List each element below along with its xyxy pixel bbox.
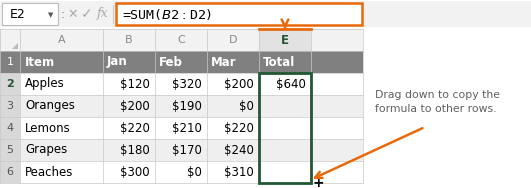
Bar [0,73,20,95]
Text: =SUM($B2:$D2): =SUM($B2:$D2) [122,7,212,21]
Bar [0,139,363,161]
Text: $180: $180 [120,143,150,156]
Bar [0,73,363,95]
Text: Item: Item [25,55,55,68]
Bar [0,139,20,161]
Bar [259,73,311,183]
Text: formula to other rows.: formula to other rows. [375,104,496,114]
Text: $220: $220 [120,121,150,134]
Bar [0,117,363,139]
Text: 4: 4 [6,123,14,133]
Text: 1: 1 [6,57,13,67]
Text: ▼: ▼ [48,12,54,18]
Bar [0,51,363,73]
Bar [0,95,20,117]
Text: Grapes: Grapes [25,143,67,156]
Text: $200: $200 [120,99,150,112]
Text: E2: E2 [10,8,25,20]
Text: Feb: Feb [159,55,183,68]
Text: Mar: Mar [211,55,237,68]
Text: $210: $210 [172,121,202,134]
Text: B: B [125,35,133,45]
Text: 6: 6 [6,167,13,177]
Text: $240: $240 [224,143,254,156]
Text: Lemons: Lemons [25,121,71,134]
Text: fx: fx [97,8,109,20]
Text: $170: $170 [172,143,202,156]
Text: $0: $0 [239,99,254,112]
Bar [0,95,363,117]
Text: +: + [313,176,324,188]
Bar [0,51,20,73]
Text: $300: $300 [121,165,150,178]
Text: ✕: ✕ [68,8,78,20]
Text: $190: $190 [172,99,202,112]
Bar [116,3,362,25]
Bar [2,3,58,25]
Text: :: : [61,8,65,20]
Text: $220: $220 [224,121,254,134]
Text: $200: $200 [224,77,254,90]
Text: E: E [281,33,289,46]
Bar [0,29,363,51]
Text: $640: $640 [276,77,306,90]
Text: Oranges: Oranges [25,99,75,112]
Text: ✓: ✓ [81,7,93,21]
Text: 5: 5 [6,145,13,155]
Bar [259,29,311,51]
Bar [0,1,531,27]
Bar [0,161,20,183]
Polygon shape [12,43,18,49]
Text: $310: $310 [224,165,254,178]
Text: Jan: Jan [107,55,128,68]
Text: $120: $120 [120,77,150,90]
Text: Drag down to copy the: Drag down to copy the [375,90,500,100]
Text: 3: 3 [6,101,13,111]
Text: D: D [229,35,237,45]
Text: Peaches: Peaches [25,165,73,178]
Text: A: A [58,35,65,45]
Bar [0,29,20,51]
Text: 2: 2 [6,79,14,89]
Text: $320: $320 [172,77,202,90]
Bar [0,161,363,183]
Text: Total: Total [263,55,295,68]
Text: $0: $0 [187,165,202,178]
Text: Apples: Apples [25,77,65,90]
Bar [0,117,20,139]
Text: C: C [177,35,185,45]
